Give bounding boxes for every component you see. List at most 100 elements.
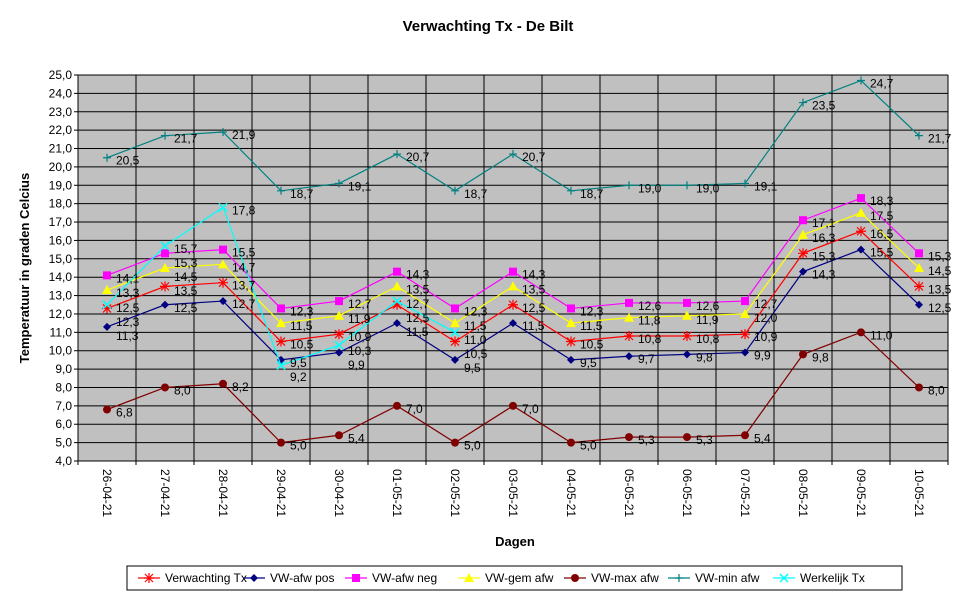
data-point bbox=[393, 401, 401, 410]
series-vw-afw-pos bbox=[103, 245, 923, 364]
data-label: 14,3 bbox=[812, 268, 836, 282]
data-label: 5,4 bbox=[754, 431, 771, 445]
x-tick-label: 27-04-21 bbox=[158, 469, 172, 517]
data-point bbox=[219, 127, 227, 136]
data-label: 10,5 bbox=[464, 347, 488, 361]
data-label: 9,5 bbox=[464, 361, 481, 375]
data-point bbox=[335, 431, 343, 440]
y-tick-label: 24,0 bbox=[49, 86, 73, 100]
data-point bbox=[219, 297, 227, 306]
data-point bbox=[102, 285, 112, 295]
data-point bbox=[103, 271, 111, 280]
data-point bbox=[566, 336, 576, 347]
x-tick-label: 02-05-21 bbox=[448, 469, 462, 517]
y-tick-label: 25,0 bbox=[49, 68, 73, 82]
data-label: 23,5 bbox=[812, 99, 836, 113]
data-label: 13,5 bbox=[928, 282, 952, 296]
data-point bbox=[276, 318, 286, 328]
data-label: 5,3 bbox=[696, 433, 713, 447]
data-label: 15,3 bbox=[174, 256, 198, 270]
data-label: 12,3 bbox=[580, 304, 604, 318]
data-point bbox=[276, 336, 286, 347]
y-tick-label: 17,0 bbox=[49, 215, 73, 229]
y-tick-label: 4,0 bbox=[55, 454, 72, 468]
y-tick-label: 23,0 bbox=[49, 105, 73, 119]
x-axis-label: Dagen bbox=[495, 534, 535, 549]
data-point bbox=[219, 379, 227, 388]
data-point bbox=[624, 312, 634, 322]
data-label: 10,5 bbox=[290, 338, 314, 352]
legend-marker bbox=[571, 574, 579, 582]
data-point bbox=[741, 431, 749, 440]
data-label: 9,2 bbox=[290, 370, 307, 384]
data-label: 8,0 bbox=[174, 383, 191, 397]
data-point bbox=[741, 179, 749, 188]
data-label: 19,1 bbox=[348, 179, 372, 193]
x-tick-label: 29-04-21 bbox=[274, 469, 288, 517]
data-label: 12,5 bbox=[406, 311, 430, 325]
x-tick-label: 01-05-21 bbox=[390, 469, 404, 517]
x-tick-label: 26-04-21 bbox=[100, 469, 114, 517]
data-point bbox=[451, 186, 459, 195]
data-point bbox=[160, 281, 170, 292]
data-label: 12,7 bbox=[232, 297, 256, 311]
data-point bbox=[219, 245, 227, 254]
data-point bbox=[393, 267, 401, 276]
data-label: 9,8 bbox=[812, 350, 829, 364]
data-point bbox=[857, 245, 865, 254]
data-point bbox=[161, 131, 169, 140]
y-tick-label: 11,0 bbox=[50, 325, 73, 339]
data-label: 12,5 bbox=[522, 301, 546, 315]
data-label: 5,4 bbox=[348, 431, 365, 445]
data-point bbox=[625, 352, 633, 361]
legend-marker bbox=[250, 574, 258, 582]
data-label: 12,7 bbox=[754, 297, 778, 311]
data-point bbox=[856, 207, 866, 217]
legend-marker bbox=[144, 573, 154, 583]
data-label: 16,5 bbox=[870, 227, 894, 241]
y-tick-label: 9,0 bbox=[55, 362, 72, 376]
data-label: 12,5 bbox=[174, 301, 198, 315]
legend-marker bbox=[675, 574, 683, 582]
data-point bbox=[277, 355, 285, 364]
data-label: 20,7 bbox=[522, 150, 546, 164]
data-point bbox=[160, 263, 170, 272]
data-point bbox=[741, 348, 749, 357]
data-label: 15,5 bbox=[232, 246, 256, 260]
data-point bbox=[509, 401, 517, 410]
data-label: 14,5 bbox=[174, 270, 198, 284]
y-tick-label: 13,0 bbox=[49, 289, 73, 303]
data-label: 7,0 bbox=[406, 402, 423, 416]
data-point bbox=[450, 336, 460, 347]
data-label: 10,9 bbox=[348, 330, 372, 344]
y-axis-label: Temperatuur in graden Celcius bbox=[17, 173, 32, 363]
data-label: 18,7 bbox=[464, 187, 488, 201]
data-point bbox=[335, 297, 343, 306]
data-point bbox=[798, 229, 808, 239]
data-point bbox=[509, 267, 517, 276]
legend-label: VW-afw neg bbox=[372, 571, 437, 585]
data-point bbox=[683, 298, 691, 307]
data-label: 6,8 bbox=[116, 406, 133, 420]
legend-label: VW-max afw bbox=[591, 571, 659, 585]
series-vw-min-afw bbox=[103, 76, 923, 195]
data-point bbox=[102, 303, 112, 314]
data-label: 15,7 bbox=[174, 242, 198, 256]
data-label: 11,5 bbox=[580, 319, 603, 333]
data-label: 20,7 bbox=[406, 150, 430, 164]
data-point bbox=[277, 186, 285, 195]
data-point bbox=[799, 350, 807, 359]
data-point bbox=[682, 310, 692, 320]
data-point bbox=[682, 331, 692, 342]
y-tick-label: 5,0 bbox=[55, 436, 72, 450]
data-label: 11,5 bbox=[522, 319, 545, 333]
data-label: 10,3 bbox=[348, 344, 372, 358]
data-point bbox=[102, 300, 112, 310]
data-point bbox=[509, 319, 517, 328]
y-tick-label: 16,0 bbox=[49, 233, 73, 247]
data-label: 13,5 bbox=[406, 282, 430, 296]
data-label: 21,9 bbox=[232, 128, 256, 142]
x-tick-label: 03-05-21 bbox=[506, 469, 520, 517]
data-point bbox=[915, 131, 923, 140]
